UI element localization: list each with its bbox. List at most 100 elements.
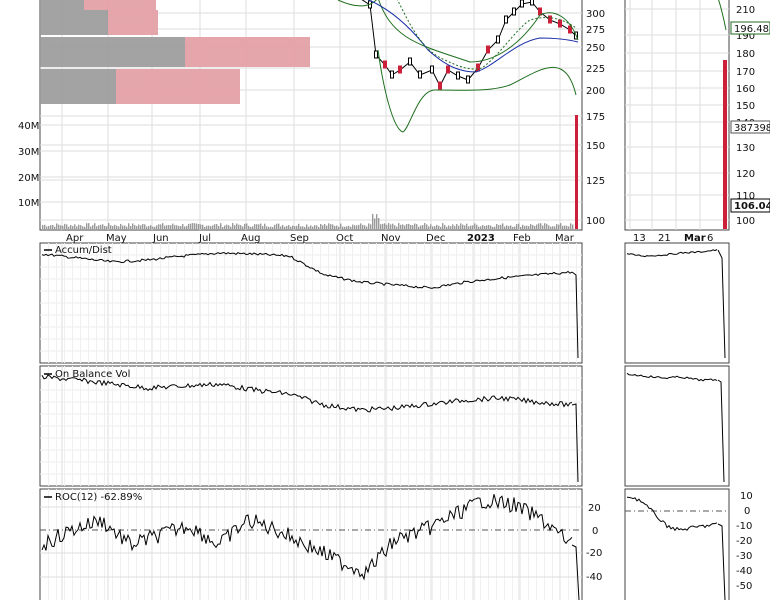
volume-bar bbox=[400, 224, 402, 229]
volume-bar bbox=[390, 224, 392, 229]
indicator-label: On Balance Vol bbox=[55, 369, 130, 380]
volume-bar bbox=[126, 226, 128, 229]
volume-bar bbox=[556, 224, 558, 229]
volume-bar bbox=[186, 225, 188, 229]
main-price-axis: 300 275 250 225 200 175 150 125 100 bbox=[586, 9, 605, 227]
candle bbox=[374, 50, 378, 59]
side-x-axis: 13 21 Mar 6 bbox=[633, 233, 713, 244]
volume-bar bbox=[160, 224, 162, 229]
sma-short bbox=[396, 0, 577, 70]
volume-bar bbox=[324, 224, 326, 229]
volume-bar bbox=[300, 226, 302, 229]
volume-bar bbox=[130, 226, 132, 229]
vbp-pink-bar bbox=[116, 69, 240, 104]
roc-tick: -20 bbox=[586, 548, 602, 559]
obv-side-panel bbox=[624, 365, 730, 487]
volume-bar bbox=[284, 226, 286, 229]
volume-bar bbox=[52, 224, 54, 229]
volume-bar bbox=[554, 226, 556, 229]
volume-bar bbox=[278, 223, 280, 229]
volume-bar bbox=[142, 223, 144, 229]
price-tick: 150 bbox=[586, 141, 605, 152]
volume-bar bbox=[84, 226, 86, 229]
volume-bar bbox=[124, 225, 126, 229]
volume-bar bbox=[360, 223, 362, 229]
volume-bar bbox=[146, 226, 148, 229]
volume-bar bbox=[332, 224, 334, 229]
volume-bar bbox=[568, 226, 570, 229]
volume-bar bbox=[414, 223, 416, 229]
volume-bar bbox=[136, 226, 138, 229]
volume-bar bbox=[454, 226, 456, 229]
obv-drop bbox=[571, 403, 579, 483]
x-label: Oct bbox=[336, 233, 353, 244]
volume-bar bbox=[514, 226, 516, 229]
vbp-gray-bar bbox=[40, 69, 116, 104]
price-tag: 106.04 bbox=[734, 201, 770, 212]
vbp-pink-bar bbox=[108, 10, 158, 35]
candle bbox=[548, 15, 552, 24]
volume-bar bbox=[508, 226, 510, 229]
bollinger-upper bbox=[337, 0, 377, 7]
volume-bar bbox=[438, 225, 440, 229]
volume-bar bbox=[364, 225, 366, 229]
volume-bar bbox=[76, 226, 78, 229]
volume-bar bbox=[470, 225, 472, 229]
candle bbox=[430, 65, 434, 74]
volume-bar bbox=[206, 225, 208, 229]
volume-bar bbox=[128, 223, 130, 229]
x-label: Jun bbox=[152, 233, 169, 244]
volume-bar bbox=[432, 226, 434, 229]
side-bollinger bbox=[718, 0, 727, 31]
candle bbox=[408, 57, 412, 66]
volume-tick: 20M bbox=[18, 173, 39, 184]
roc-axis: 20 0 -20 -40 bbox=[586, 503, 602, 583]
x-label: Sep bbox=[290, 233, 309, 244]
side-price-panel bbox=[624, 0, 730, 231]
volume-bar bbox=[292, 225, 294, 229]
volume-bar bbox=[328, 223, 330, 229]
volume-bar bbox=[82, 226, 84, 229]
volume-bar bbox=[252, 226, 254, 229]
roc-tick: -40 bbox=[586, 572, 602, 583]
volume-bar bbox=[444, 224, 446, 229]
volume-bar bbox=[314, 225, 316, 229]
volume-bar bbox=[68, 226, 70, 229]
x-label: Mar bbox=[555, 233, 575, 244]
volume-bar bbox=[428, 226, 430, 229]
volume-bar bbox=[408, 223, 410, 229]
candle bbox=[504, 15, 508, 24]
candle bbox=[438, 81, 442, 90]
volume-bar bbox=[118, 226, 120, 229]
volume-bar bbox=[548, 225, 550, 229]
indicator-label: ROC(12) -62.89% bbox=[55, 492, 142, 503]
roc-side-drop bbox=[717, 523, 726, 601]
volume-bar bbox=[224, 225, 226, 229]
volume-bar bbox=[440, 226, 442, 229]
volume-bar bbox=[110, 225, 112, 229]
accum-dist-side-line bbox=[626, 249, 718, 258]
volume-bar bbox=[388, 223, 390, 229]
volume-bar bbox=[298, 223, 300, 229]
candle bbox=[390, 70, 394, 79]
candle bbox=[538, 7, 542, 16]
volume-bar bbox=[198, 224, 200, 229]
volume-bar bbox=[560, 223, 562, 229]
volume-bar bbox=[294, 226, 296, 229]
volume-bar bbox=[46, 226, 48, 229]
volume-bar bbox=[372, 213, 374, 229]
sma-long bbox=[367, 0, 579, 73]
volume-bar bbox=[216, 224, 218, 229]
volume-bar bbox=[270, 226, 272, 229]
volume-bar bbox=[72, 226, 74, 229]
roc-side-tick: -40 bbox=[736, 566, 752, 577]
volume-spike-bar bbox=[575, 115, 578, 229]
volume-bar bbox=[280, 226, 282, 229]
volume-bar bbox=[42, 225, 44, 229]
candle bbox=[446, 65, 450, 74]
volume-bar bbox=[472, 225, 474, 229]
volume-bar bbox=[74, 224, 76, 229]
price-tag-box bbox=[730, 120, 770, 134]
volume-tick: 40M bbox=[18, 121, 39, 132]
price-tick: 100 bbox=[586, 216, 605, 227]
